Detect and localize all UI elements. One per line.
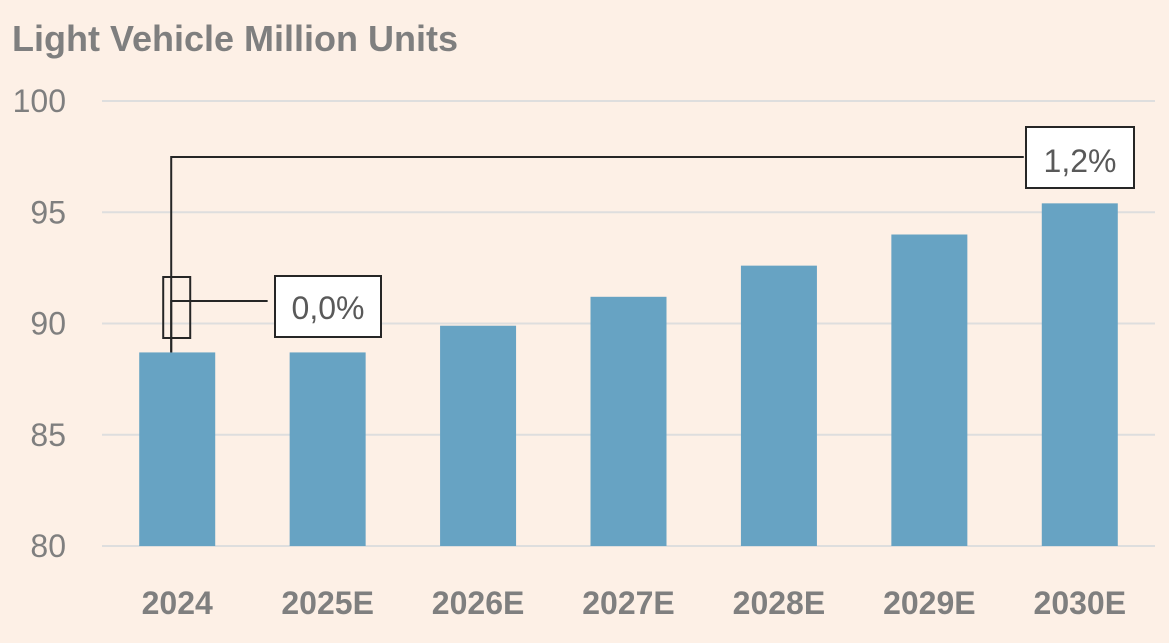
bar-2030E <box>1041 203 1118 546</box>
bar-2024 <box>139 352 216 546</box>
x-tick-label-2026E: 2026E <box>432 585 525 621</box>
x-tick-label-2029E: 2029E <box>883 585 976 621</box>
callout-marker-box <box>162 276 192 339</box>
bars <box>139 203 1118 546</box>
x-tick-label-2025E: 2025E <box>281 585 374 621</box>
callout-box-short <box>274 275 382 338</box>
callout-line-short <box>170 300 268 353</box>
bar-2027E <box>590 296 667 546</box>
callout-label-long: 1,2% <box>1044 143 1117 179</box>
x-tick-label-2024: 2024 <box>142 585 213 621</box>
y-tick-label-90: 90 <box>30 306 66 342</box>
x-tick-label-2028E: 2028E <box>733 585 826 621</box>
bar-2028E <box>740 265 817 546</box>
x-tick-label-2030E: 2030E <box>1034 585 1127 621</box>
callout-box-long <box>1025 126 1135 189</box>
callout-line-long <box>170 156 1024 353</box>
y-tick-label-85: 85 <box>30 417 66 453</box>
y-axis: 80 85 90 95 100 <box>13 83 66 564</box>
bar-2025E <box>289 352 366 546</box>
y-tick-label-100: 100 <box>13 83 66 119</box>
bar-2029E <box>891 234 968 546</box>
chart-title: Light Vehicle Million Units <box>12 18 458 59</box>
callouts: 0,0% 1,2% <box>162 126 1135 353</box>
y-tick-label-80: 80 <box>30 528 66 564</box>
x-tick-label-2027E: 2027E <box>582 585 675 621</box>
bar-2026E <box>440 325 517 546</box>
y-tick-label-95: 95 <box>30 194 66 230</box>
x-axis: 2024 2025E 2026E 2027E 2028E 2029E 2030E <box>142 585 1126 621</box>
callout-label-short: 0,0% <box>292 290 365 326</box>
